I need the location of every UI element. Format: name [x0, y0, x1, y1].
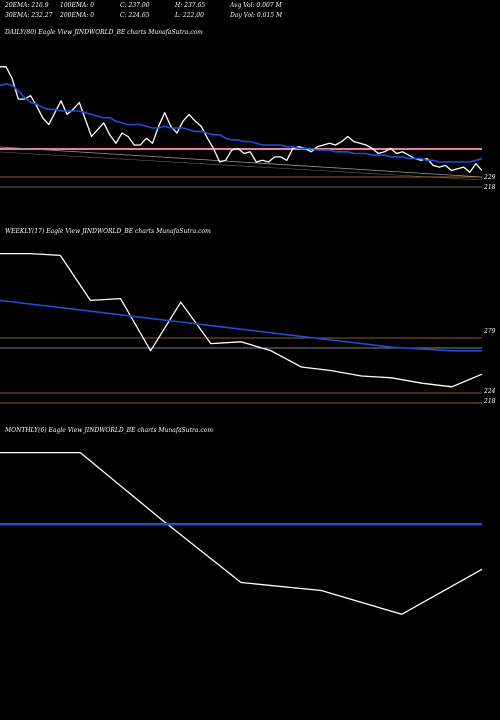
daily-panel: DAILY(80) Eagle View JINDWORLD_BE charts… — [0, 29, 496, 191]
header-open: C: 237.00 — [120, 2, 150, 9]
header-100ema: 100EMA: 0 — [60, 2, 95, 9]
daily-ema-line — [0, 83, 483, 163]
weekly-title: WEEKLY(17) Eagle View JINDWORLD_BE chart… — [5, 228, 211, 235]
weekly-ema-line — [0, 299, 482, 352]
daily-level-label-218: 218 — [483, 184, 496, 191]
header-avg-vol: Avg Vol: 0.007 M — [230, 2, 282, 9]
header-high: H: 237.65 — [175, 2, 206, 9]
daily-title: DAILY(80) Eagle View JINDWORLD_BE charts… — [4, 29, 203, 36]
daily-price-line — [0, 66, 483, 173]
header-30ema: 30EMA: 232.27 — [5, 12, 53, 19]
header-day-vol: Day Vol: 0.015 M — [230, 12, 283, 19]
monthly-title: MONTHLY(6) Eagle View JINDWORLD_BE chart… — [4, 427, 213, 434]
weekly-price-line — [0, 252, 483, 388]
header-close: C: 224.65 — [120, 12, 150, 19]
daily-grey-line-2 — [0, 151, 483, 181]
monthly-price-line — [0, 451, 483, 615]
weekly-panel: WEEKLY(17) Eagle View JINDWORLD_BE chart… — [0, 228, 496, 405]
weekly-level-label-279: 279 — [483, 328, 496, 335]
header-low: L: 222.00 — [175, 12, 204, 19]
header-20ema: 20EMA: 216.9 — [5, 2, 49, 9]
daily-grey-line — [0, 146, 483, 178]
weekly-level-label-224: 224 — [483, 388, 496, 395]
monthly-panel: MONTHLY(6) Eagle View JINDWORLD_BE chart… — [0, 427, 483, 615]
daily-level-label-229: 229 — [483, 174, 496, 181]
header-200ema: 200EMA: 0 — [60, 12, 95, 19]
weekly-level-label-218: 218 — [483, 398, 496, 405]
